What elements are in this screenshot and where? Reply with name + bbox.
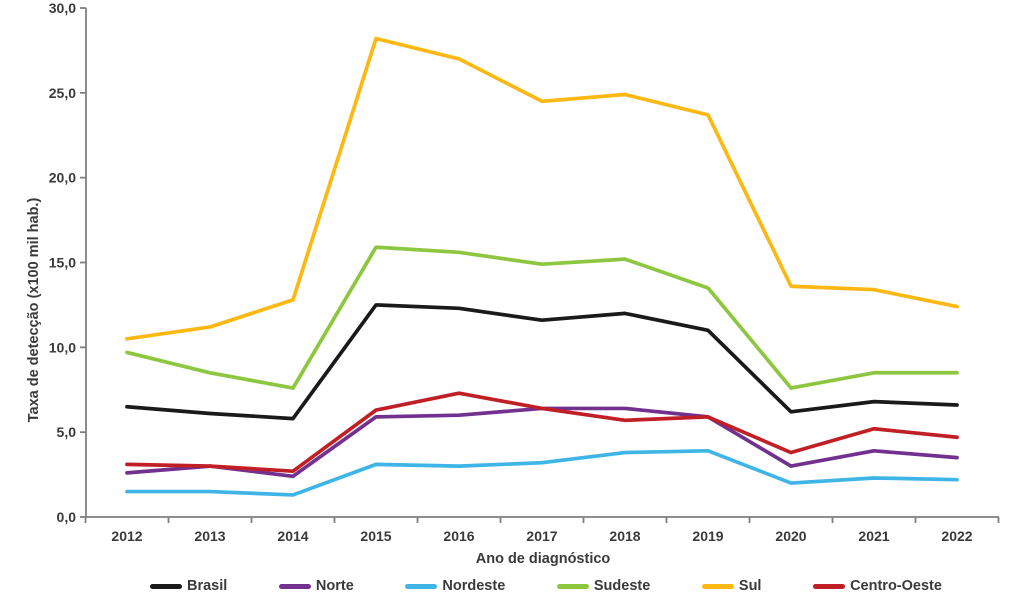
legend-item-sul: Sul xyxy=(701,578,762,594)
x-tick-label: 2018 xyxy=(609,528,640,544)
legend-marker-norte xyxy=(278,583,311,589)
y-tick-label: 20,0 xyxy=(49,170,76,186)
x-tick-label: 2014 xyxy=(277,528,308,544)
legend-marker-sul xyxy=(701,583,734,589)
legend-marker-nordeste xyxy=(405,583,438,589)
legend-label: Norte xyxy=(315,578,354,594)
legend-item-brasil: Brasil xyxy=(150,578,227,594)
y-tick-label: 25,0 xyxy=(49,85,76,101)
series-line-nordeste xyxy=(125,448,959,497)
legend-item-centro-oeste: Centro-Oeste xyxy=(813,578,942,594)
legend-label: Sul xyxy=(738,578,762,594)
y-tick-label: 5,0 xyxy=(57,424,77,440)
y-tick-label: 15,0 xyxy=(49,255,76,271)
y-tick-label: 0,0 xyxy=(57,509,77,525)
legend-label: Nordeste xyxy=(442,578,506,594)
x-tick-label: 2012 xyxy=(111,528,142,544)
axes: 0,0 5,0 10,0 15,0 20,0 25,0 30,0 2012 2013 2014 20… xyxy=(49,0,1000,544)
x-tick-label: 2017 xyxy=(526,528,557,544)
y-axis-title: Taxa de detecção (x100 mil hab.) xyxy=(26,198,42,423)
series-line-sul xyxy=(125,36,959,341)
x-tick-label: 2020 xyxy=(775,528,806,544)
legend-label: Sudeste xyxy=(593,578,651,594)
legend-label: Centro-Oeste xyxy=(850,578,942,594)
x-tick-label: 2019 xyxy=(692,528,723,544)
legend-marker-centro-oeste xyxy=(813,583,846,589)
x-tick-label: 2021 xyxy=(858,528,889,544)
series-line-sudeste xyxy=(125,245,959,390)
legend-marker-brasil xyxy=(150,583,182,589)
legend-label: Brasil xyxy=(187,578,228,594)
series-line-centro-oeste xyxy=(125,391,959,474)
x-tick-label: 2013 xyxy=(194,528,225,544)
legend-item-nordeste: Nordeste xyxy=(405,578,505,594)
x-tick-label: 2022 xyxy=(941,528,972,544)
legend: Brasil Norte Nordeste Sudeste Sul Centro-Oest… xyxy=(150,577,942,595)
y-tick-label: 10,0 xyxy=(49,339,76,355)
series-lines xyxy=(125,36,959,497)
y-tick-label: 30,0 xyxy=(49,0,76,16)
x-tick-label: 2016 xyxy=(443,528,474,544)
x-tick-label: 2015 xyxy=(360,528,391,544)
legend-marker-sudeste xyxy=(556,583,589,589)
x-axis-title: Ano de diagnóstico xyxy=(476,551,611,567)
series-line-brasil xyxy=(125,303,959,421)
legend-item-sudeste: Sudeste xyxy=(556,578,651,594)
legend-item-norte: Norte xyxy=(278,578,354,594)
